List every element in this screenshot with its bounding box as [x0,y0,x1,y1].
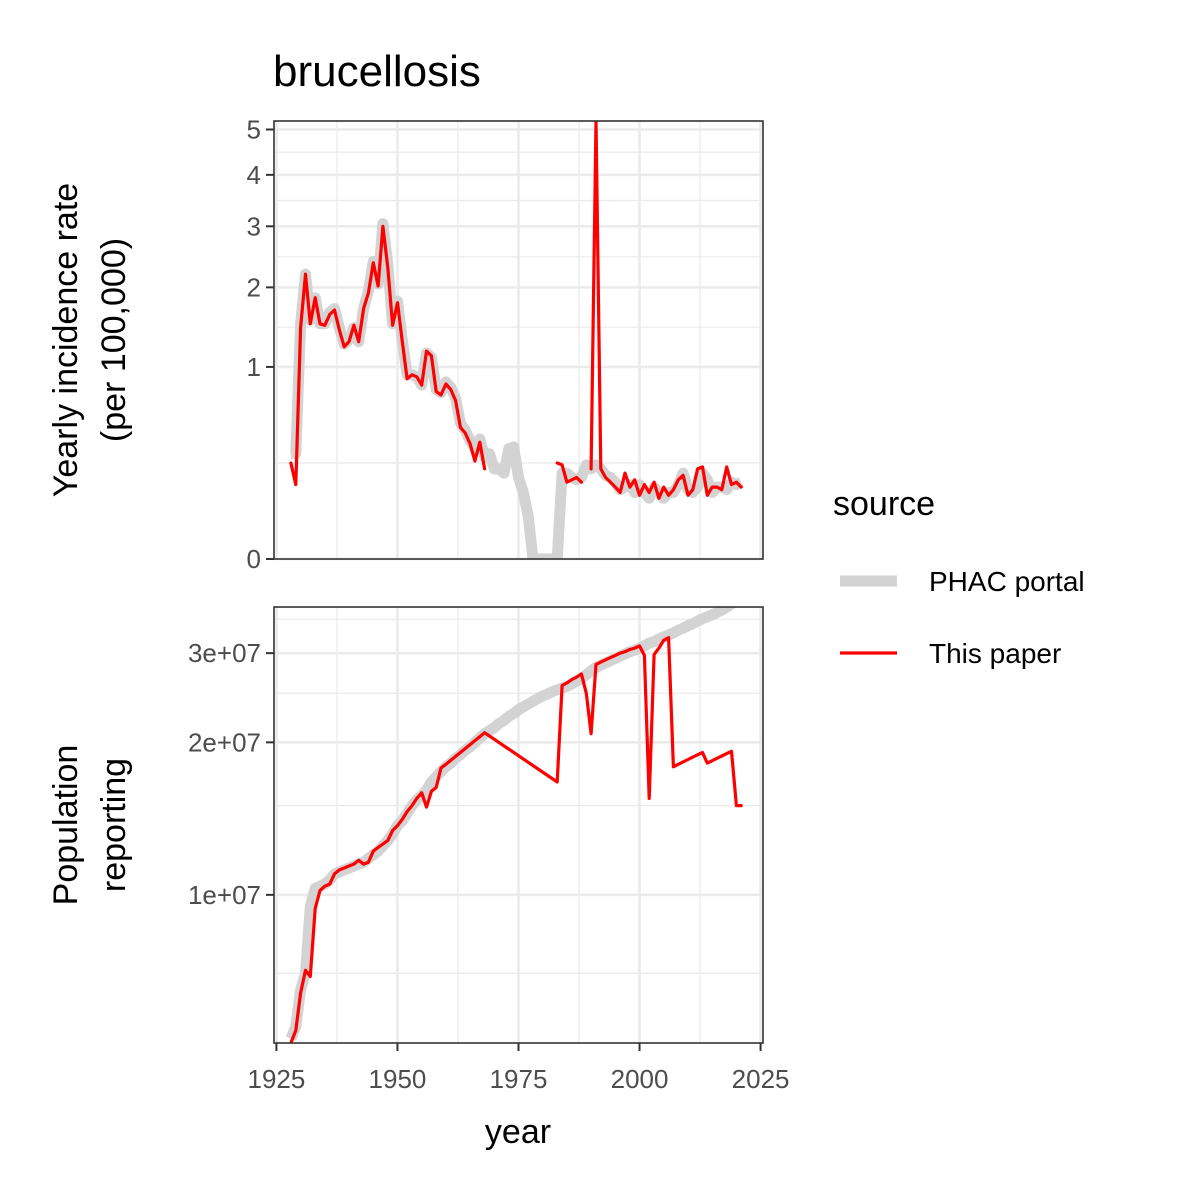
series-line-this-paper [589,121,743,500]
series-group [289,121,744,559]
y-tick-label: 3 [247,211,261,241]
legend-title: source [833,485,935,523]
y-tick-label: 1e+07 [188,880,261,910]
panel-incidence: 0 1 2 3 4 5 Yearly incidence rate (per 100,000) [47,115,764,574]
y-tick-label: 1 [247,352,261,382]
x-axis-title: year [485,1113,551,1151]
panel-border [273,120,764,560]
x-axis: 1925 1950 1975 2000 2025 [247,1043,790,1094]
x-tick-label: 1925 [247,1064,305,1094]
y-axis-title: Yearly incidence rate [47,183,85,497]
chart-title: brucellosis [273,47,481,96]
y-axis-title: Population [47,745,85,906]
x-tick-label: 1975 [490,1064,548,1094]
y-tick-label: 2e+07 [188,727,261,757]
y-tick-label: 3e+07 [188,638,261,668]
legend: source PHAC portal This paper [833,485,1085,669]
y-axis-title: (per 100,000) [95,238,133,442]
panel-population: 1e+07 2e+07 3e+07 Population reporting [47,606,764,1044]
y-tick-label: 4 [247,160,261,190]
panels: 0 1 2 3 4 5 Yearly incidence rate (per 100,000)… [47,115,764,1044]
y-tick-label: 0 [247,544,261,574]
x-tick-label: 2025 [732,1064,790,1094]
x-tick-label: 1950 [369,1064,427,1094]
series-line-this-paper [289,636,743,1043]
legend-label: This paper [929,638,1061,669]
y-axis-title: reporting [95,758,133,892]
y-tick-label: 5 [247,115,261,145]
series-line-this-paper [555,461,583,484]
series-line-this-paper [289,224,487,487]
legend-label: PHAC portal [929,566,1085,597]
series-line-phac-portal [285,607,738,1041]
x-tick-label: 2000 [611,1064,669,1094]
series-group [285,607,743,1043]
y-tick-label: 2 [247,272,261,302]
